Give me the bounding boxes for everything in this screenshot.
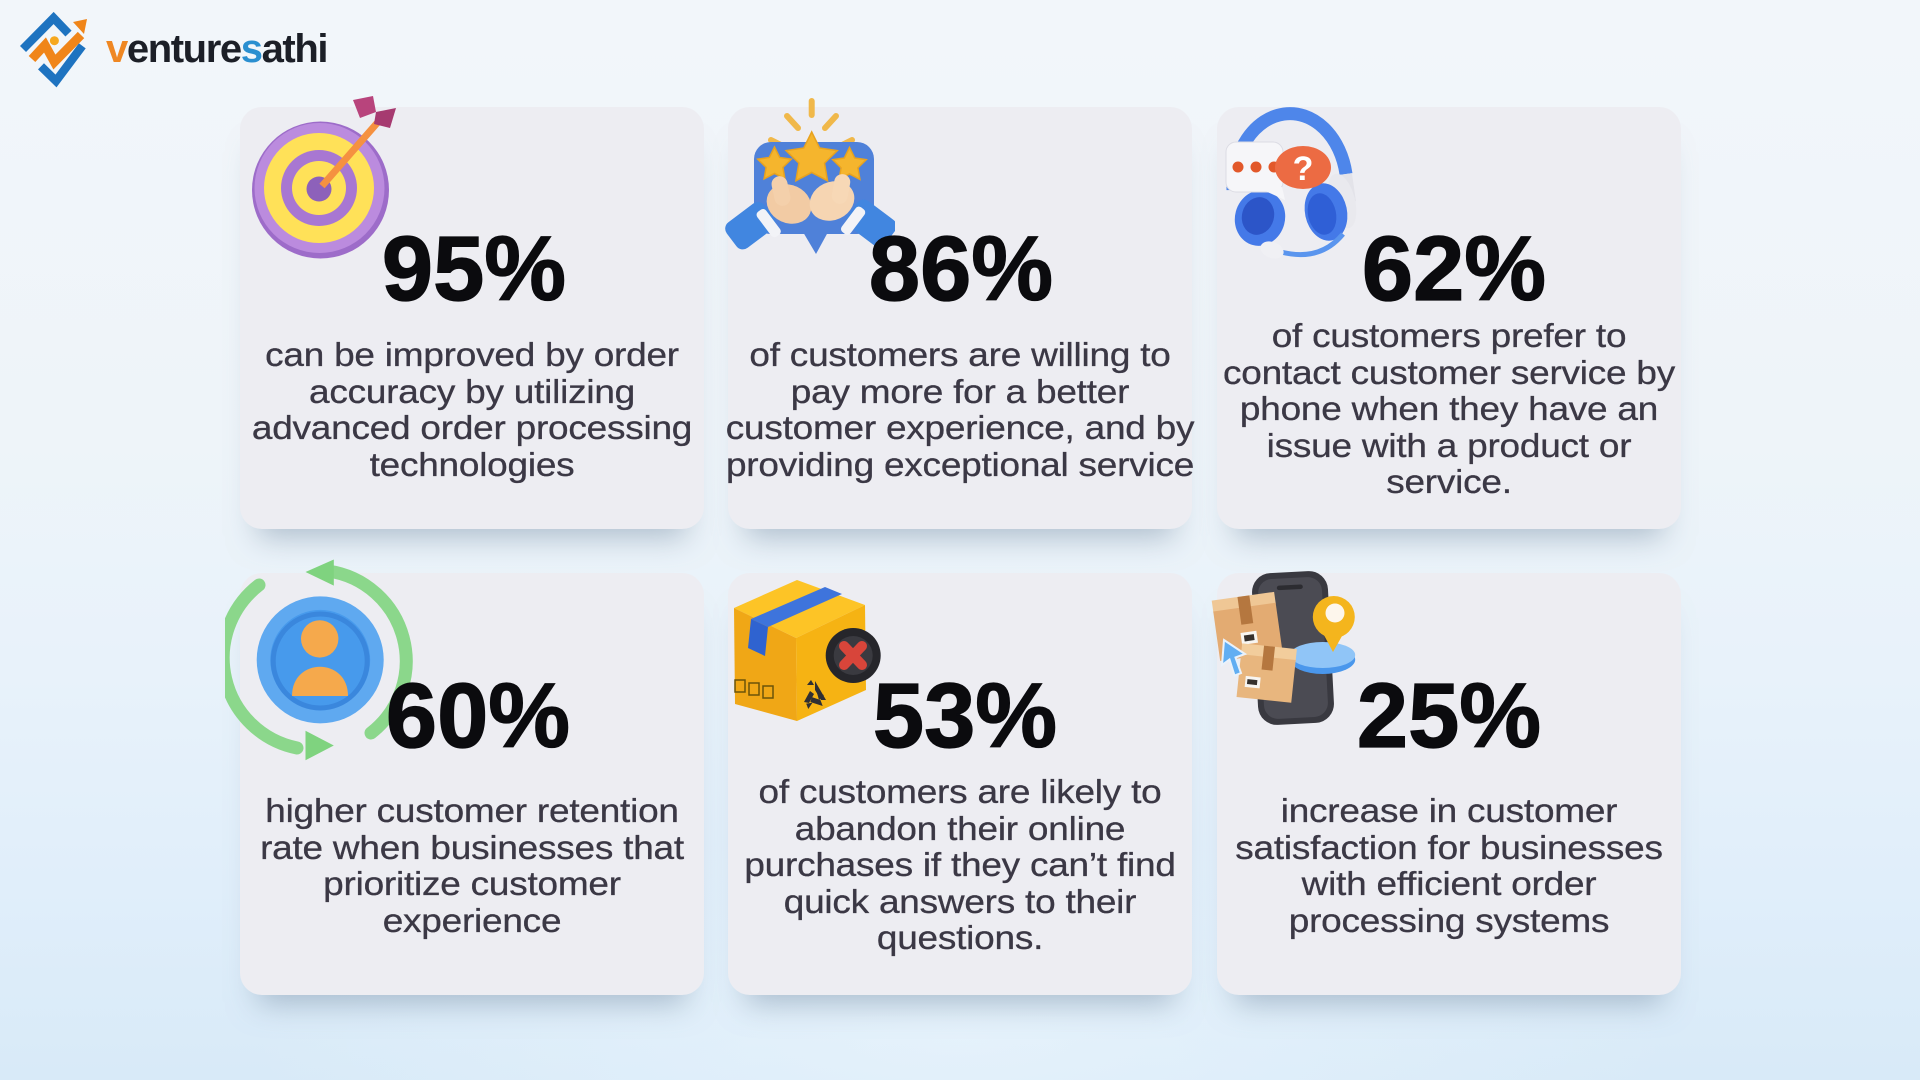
svg-text:?: ? — [1293, 150, 1314, 188]
